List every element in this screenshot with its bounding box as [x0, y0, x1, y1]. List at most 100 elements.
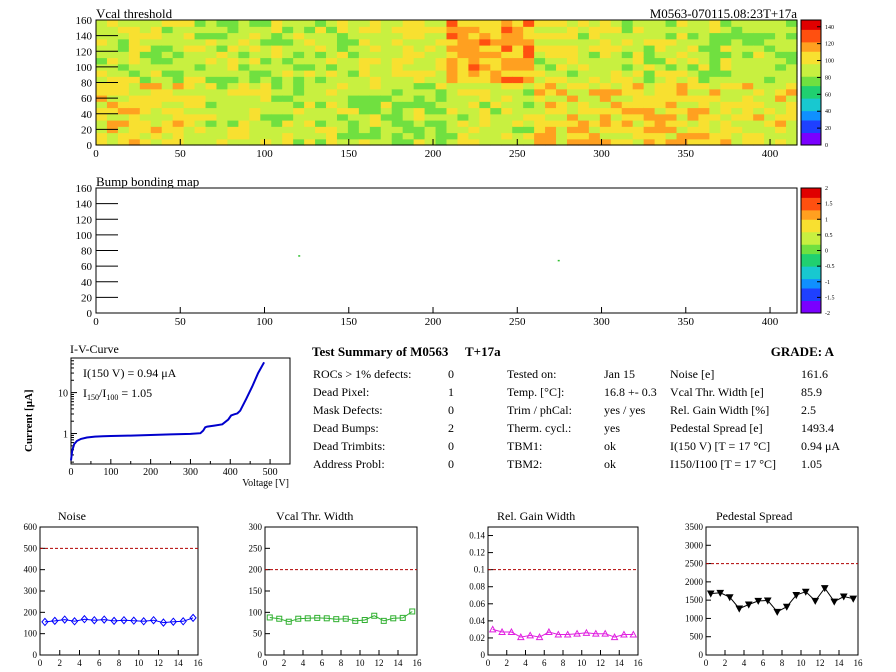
vcal-cell — [293, 82, 305, 90]
vcal-cell — [753, 88, 765, 96]
vcal-cell — [654, 113, 667, 121]
bump-scale-band — [801, 200, 821, 205]
vcal-cell — [117, 82, 130, 90]
vcal-cell — [720, 20, 732, 27]
vcal-cell — [227, 45, 239, 52]
vcal-cell — [315, 63, 327, 71]
vcal-cell — [490, 132, 502, 140]
vcal-cell — [106, 76, 119, 84]
vcal-cell — [271, 95, 283, 102]
vcal-cell — [304, 107, 316, 115]
vcal-cell — [194, 132, 207, 140]
vcal-cell — [698, 126, 710, 134]
vcal-cell — [468, 132, 480, 140]
vcal-cell — [172, 76, 185, 84]
vcal-cell — [764, 101, 776, 109]
vcal-cell — [293, 57, 305, 65]
vcal-x-tick-label: 200 — [425, 148, 442, 160]
vcal-cell — [621, 120, 634, 127]
vcal-cell — [523, 82, 535, 90]
vcal-cell — [764, 32, 776, 40]
bump-scale-band — [801, 216, 821, 220]
iv-title: I-V-Curve — [70, 342, 119, 356]
vcal-cell — [468, 51, 480, 59]
small-x-tick-label: 0 — [263, 658, 268, 668]
vcal-cell — [117, 70, 130, 77]
vcal-cell — [238, 120, 250, 127]
vcal-cell — [326, 45, 338, 52]
vcal-cell — [424, 126, 437, 134]
vcal-cell — [435, 88, 448, 96]
vcal-cell — [128, 76, 141, 84]
vcal-cell — [380, 51, 393, 59]
bump-scale-band — [801, 231, 821, 236]
vcal-cell — [490, 120, 502, 127]
vcal-cell — [534, 126, 546, 134]
vcal-cell — [304, 126, 316, 134]
vcal-cell — [139, 95, 152, 102]
vcal-cell — [698, 45, 710, 52]
vcal-cell — [106, 45, 119, 52]
vcal-cell — [556, 120, 568, 127]
vcal-scale-band — [801, 135, 821, 140]
summary-label: Rel. Gain Width [%] — [670, 403, 770, 417]
vcal-cell — [249, 88, 261, 96]
vcal-cell — [238, 20, 250, 27]
vcal-cell — [610, 95, 623, 102]
vcal-cell — [227, 113, 239, 121]
vcal-cell — [545, 20, 557, 27]
vcal-cell — [282, 63, 294, 71]
vcal-cell — [304, 120, 316, 127]
vcal-cell — [621, 45, 634, 52]
vcal-cell — [457, 113, 469, 121]
vcal-cell — [183, 70, 196, 77]
vcal-cell — [304, 32, 316, 40]
vcal-cell — [238, 32, 250, 40]
vcal-cell — [501, 45, 513, 52]
vcal-cell — [709, 45, 721, 52]
vcal-cell — [468, 113, 480, 121]
vcal-cell — [358, 51, 371, 59]
vcal-cell — [501, 113, 513, 121]
small-x-tick-label: 6 — [761, 658, 766, 668]
summary-label: Address Probl: — [313, 457, 385, 471]
vcal-scale-band — [801, 88, 821, 93]
vcal-cell — [654, 88, 667, 96]
vcal-cell — [698, 82, 710, 90]
vcal-cell — [336, 95, 349, 102]
vcal-cell — [238, 107, 250, 115]
vcal-cell — [446, 107, 459, 115]
vcal-cell — [621, 126, 634, 134]
vcal-cell — [260, 95, 272, 102]
bump-x-tick-label: 250 — [509, 316, 526, 328]
vcal-cell — [347, 76, 360, 84]
vcal-cell — [139, 57, 152, 65]
vcal-cell — [479, 126, 491, 134]
vcal-cell — [260, 32, 272, 40]
vcal-cell — [457, 20, 469, 27]
vcal-cell — [556, 57, 568, 65]
data-point — [582, 628, 591, 636]
vcal-cell — [621, 20, 634, 27]
vcal-cell — [523, 120, 535, 127]
small-y-tick-label: 150 — [249, 586, 263, 596]
vcal-cell — [687, 51, 700, 59]
vcal-cell — [621, 76, 634, 84]
vcal-cell — [271, 45, 283, 52]
vcal-cell — [249, 26, 261, 34]
vcal-cell — [775, 57, 787, 65]
vcal-cell — [764, 120, 776, 127]
vcal-cell — [402, 26, 415, 34]
summary-label: Tested on: — [507, 367, 557, 381]
vcal-cell — [665, 126, 678, 134]
vcal-cell — [194, 107, 207, 115]
small-x-tick-label: 2 — [58, 658, 63, 668]
small-x-tick-label: 4 — [77, 658, 82, 668]
vcal-scale-band — [801, 45, 821, 49]
vcal-cell — [764, 88, 776, 96]
vcal-cell — [117, 26, 130, 34]
vcal-cell — [654, 63, 667, 71]
vcal-cell — [556, 70, 568, 77]
vcal-cell — [468, 76, 480, 84]
